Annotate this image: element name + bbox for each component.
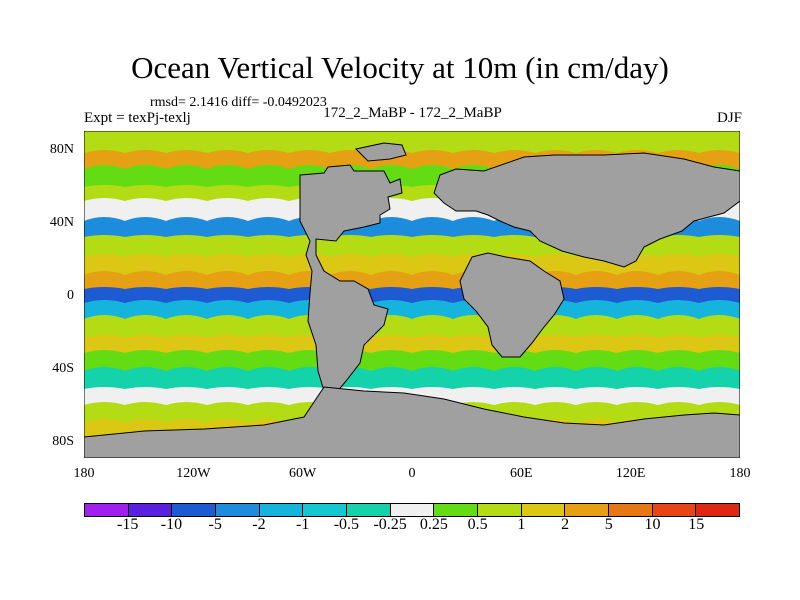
colorbar-swatch bbox=[696, 503, 741, 517]
stats-line: rmsd= 2.1416 diff= -0.0492023 bbox=[150, 95, 327, 110]
colorbar-label: 0.5 bbox=[467, 516, 488, 533]
x-axis-label: 180 bbox=[729, 466, 751, 481]
season-label: DJF bbox=[716, 110, 742, 126]
landmass bbox=[459, 252, 565, 358]
colorbar-label: -15 bbox=[117, 516, 139, 533]
y-axis-label: 80S bbox=[52, 434, 74, 449]
colorbar-swatch bbox=[259, 503, 304, 517]
colorbar-swatch bbox=[172, 503, 217, 517]
colorbar-swatch bbox=[303, 503, 348, 517]
landmass bbox=[299, 164, 403, 408]
colorbar-label: 0.25 bbox=[419, 516, 448, 533]
colorbar-swatch bbox=[128, 503, 173, 517]
colorbar bbox=[84, 503, 741, 517]
colorbar-swatch bbox=[216, 503, 260, 517]
velocity-band bbox=[43, 335, 781, 355]
colorbar-label: -2 bbox=[252, 516, 266, 533]
x-axis-label: 60W bbox=[289, 466, 317, 481]
colorbar-label: -0.25 bbox=[373, 516, 407, 533]
y-axis-label: 40N bbox=[49, 215, 74, 230]
colorbar-label: 15 bbox=[688, 516, 705, 533]
landmass bbox=[83, 386, 741, 459]
landmasses bbox=[83, 142, 741, 459]
velocity-band bbox=[43, 129, 781, 155]
y-axis-label: 0 bbox=[67, 288, 74, 303]
colorbar-label: 1 bbox=[517, 516, 526, 533]
colorbar-label: 5 bbox=[604, 516, 613, 533]
x-axis-label: 180 bbox=[73, 466, 95, 481]
colorbar-swatch bbox=[434, 503, 479, 517]
map-panel bbox=[43, 129, 781, 460]
x-axis-label: 120W bbox=[176, 466, 211, 481]
colorbar-swatch bbox=[609, 503, 653, 517]
colorbar-swatch bbox=[84, 503, 129, 517]
x-axis-label: 0 bbox=[408, 466, 416, 481]
colorbar-swatch bbox=[390, 503, 435, 517]
y-axis-label: 40S bbox=[52, 361, 74, 376]
velocity-band bbox=[43, 367, 781, 393]
colorbar-label: 10 bbox=[644, 516, 661, 533]
colorbar-label: -1 bbox=[295, 516, 310, 533]
y-axis-label: 80N bbox=[49, 142, 74, 157]
x-axis-label: 60E bbox=[510, 466, 533, 481]
landmass bbox=[354, 142, 407, 162]
runs-label: 172_2_MaBP - 172_2_MaBP bbox=[323, 105, 502, 121]
colorbar-label: -5 bbox=[208, 516, 222, 533]
experiment-label: Expt = texPj-texlj bbox=[84, 110, 191, 126]
colorbar-label: -10 bbox=[160, 516, 183, 533]
colorbar-swatch bbox=[478, 503, 522, 517]
colorbar-swatch bbox=[521, 503, 566, 517]
colorbar-label: 2 bbox=[561, 516, 570, 533]
colorbar-label: -0.5 bbox=[333, 516, 360, 533]
colorbar-swatch bbox=[652, 503, 697, 517]
landmass bbox=[433, 152, 741, 268]
x-axis-label: 120E bbox=[615, 466, 646, 481]
world-map bbox=[43, 129, 781, 460]
colorbar-swatch bbox=[565, 503, 610, 517]
velocity-band bbox=[43, 315, 781, 341]
plot-title: Ocean Vertical Velocity at 10m (in cm/da… bbox=[131, 50, 669, 85]
colorbar-swatch bbox=[347, 503, 391, 517]
